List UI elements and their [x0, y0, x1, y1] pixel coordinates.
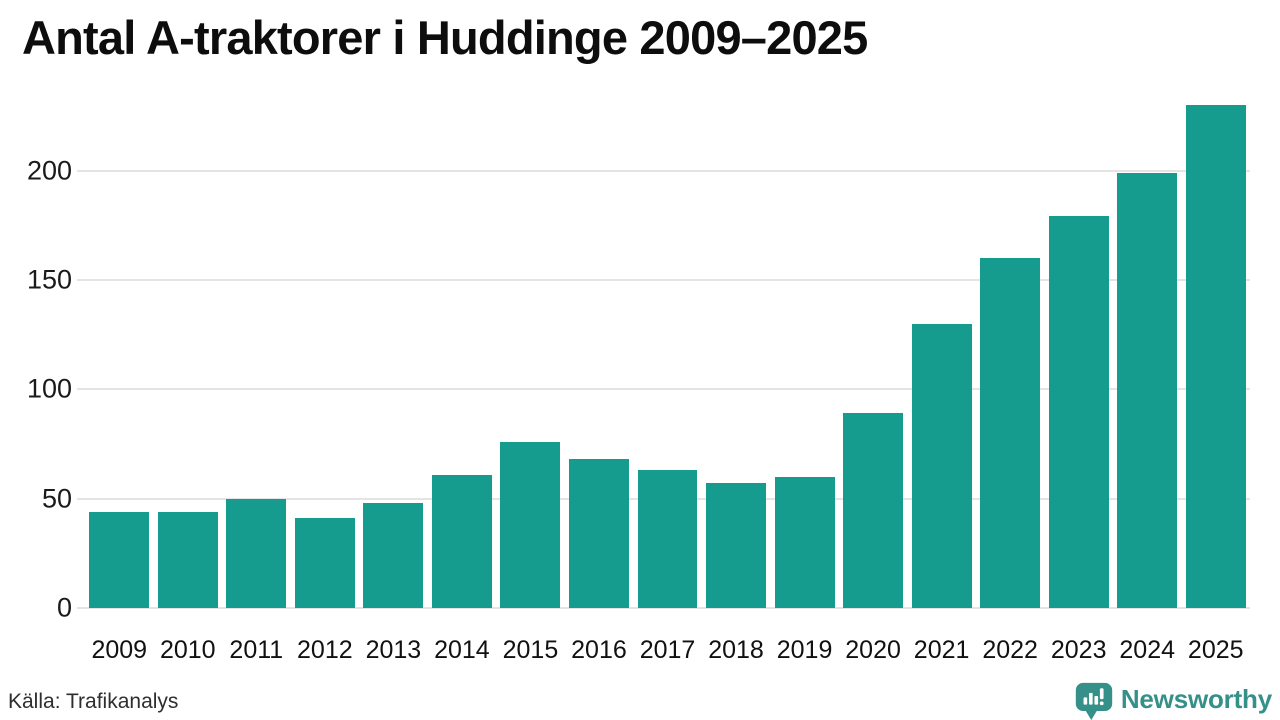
- x-tick-label-2016: 2016: [571, 636, 627, 664]
- bar-2022: [980, 258, 1041, 608]
- bar-2015: [500, 441, 561, 608]
- bar-2010: [157, 511, 218, 608]
- x-tick-label-2022: 2022: [982, 636, 1038, 664]
- newsworthy-bar-chart-bubble-icon: [1074, 681, 1114, 720]
- bar-2025: [1185, 104, 1246, 608]
- bar-2024: [1117, 172, 1178, 608]
- x-tick-label-2021: 2021: [913, 636, 970, 664]
- source-caption: Källa: Trafikanalys: [8, 690, 179, 713]
- x-tick-label-2012: 2012: [297, 636, 353, 664]
- newsworthy-logo-text: Newsworthy: [1120, 684, 1272, 714]
- x-tick-label-2017: 2017: [639, 636, 696, 664]
- x-axis-labels: 2009 2010 2011 2012 2013 2014 2015 2016 2017 2018…: [85, 632, 1250, 668]
- bar-2019: [774, 476, 835, 608]
- bar-2021: [911, 323, 972, 608]
- y-tick-label-100: 100: [26, 373, 72, 404]
- bar-2011: [226, 498, 287, 608]
- gridline-0: [77, 607, 1250, 609]
- x-tick-label-2011: 2011: [229, 636, 284, 664]
- x-tick-label-2025: 2025: [1187, 636, 1244, 664]
- bar-2016: [569, 459, 629, 608]
- bar-2014: [431, 474, 492, 608]
- x-tick-label-2013: 2013: [365, 636, 422, 664]
- gridline-150: [77, 278, 1250, 281]
- bar-2023: [1048, 216, 1109, 608]
- y-tick-label-0: 0: [56, 592, 72, 623]
- y-tick-label-150: 150: [26, 264, 72, 295]
- x-tick-label-2018: 2018: [708, 636, 764, 664]
- x-tick-label-2023: 2023: [1050, 636, 1107, 664]
- gridline-200: [77, 169, 1250, 172]
- bar-2020: [843, 413, 904, 608]
- bar-2018: [706, 483, 766, 608]
- bar-2017: [637, 470, 698, 608]
- x-tick-label-2019: 2019: [776, 636, 833, 664]
- bar-2013: [363, 503, 424, 608]
- x-tick-label-2020: 2020: [845, 636, 901, 664]
- x-tick-label-2009: 2009: [91, 636, 148, 664]
- newsworthy-logo: Newsworthy: [1074, 681, 1272, 720]
- x-tick-label-2014: 2014: [434, 636, 490, 664]
- x-tick-label-2015: 2015: [502, 636, 559, 664]
- x-tick-label-2024: 2024: [1119, 636, 1176, 664]
- y-tick-label-50: 50: [41, 483, 72, 514]
- bar-2009: [89, 511, 150, 608]
- y-axis-labels: 0 50 100 150 200: [0, 0, 75, 622]
- y-tick-label-200: 200: [26, 155, 72, 185]
- chart-title: Antal A-traktorer i Huddinge 2009–2025: [22, 11, 868, 64]
- bar-2012: [294, 518, 355, 608]
- x-tick-label-2010: 2010: [159, 636, 216, 664]
- plot-area: [77, 0, 1250, 609]
- gridline-100: [77, 388, 1250, 391]
